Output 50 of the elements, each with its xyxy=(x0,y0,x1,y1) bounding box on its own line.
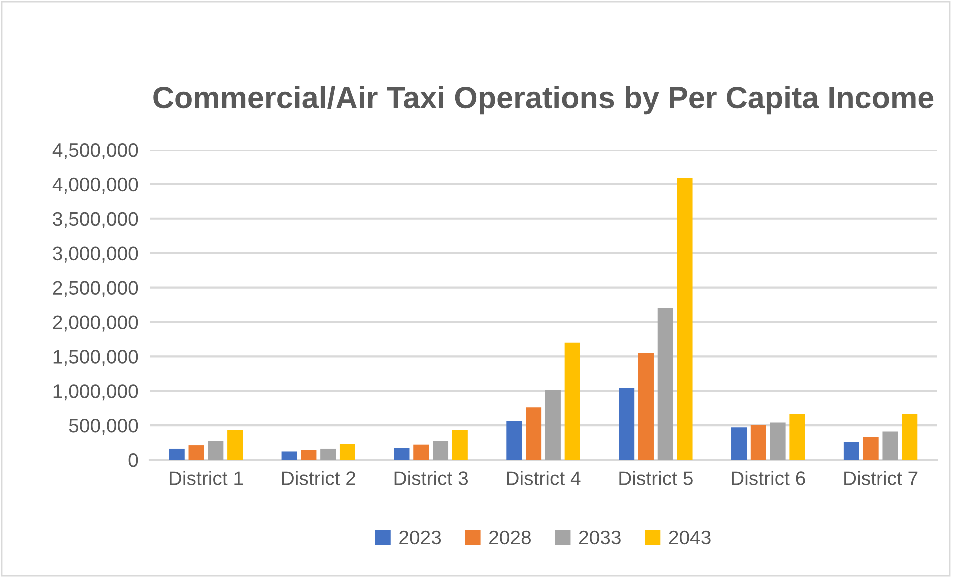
x-tick-label: District 2 xyxy=(282,471,356,486)
x-tick-label: District 5 xyxy=(620,471,693,486)
bar xyxy=(863,437,879,460)
y-tick-label: 3,000,000 xyxy=(53,246,138,263)
legend-label: 2028 xyxy=(490,530,531,545)
x-tick-label: District 4 xyxy=(507,471,581,486)
bar xyxy=(619,388,635,460)
bar xyxy=(526,408,542,460)
bar xyxy=(750,426,766,460)
bar xyxy=(394,448,410,460)
x-tick-label: District 6 xyxy=(732,471,806,486)
bar xyxy=(545,390,561,460)
bar xyxy=(188,446,204,460)
y-tick-label: 4,000,000 xyxy=(52,178,138,194)
bar xyxy=(340,444,356,460)
bar xyxy=(169,448,185,460)
y-tick-label: 1,000,000 xyxy=(54,384,138,401)
bar xyxy=(882,432,898,460)
bar xyxy=(506,421,522,460)
bar xyxy=(414,444,430,460)
y-tick-label: 4,500,000 xyxy=(52,143,138,160)
x-tick-label: District 3 xyxy=(394,471,468,486)
y-tick-label: 2,000,000 xyxy=(53,316,138,332)
bar xyxy=(564,342,580,460)
legend-label: 2043 xyxy=(669,530,711,545)
bar xyxy=(301,450,317,460)
x-tick-label: District 1 xyxy=(170,471,244,486)
y-tick-label: 0 xyxy=(128,453,138,468)
bar xyxy=(770,422,786,460)
bar xyxy=(282,452,298,460)
bar xyxy=(320,448,336,460)
y-tick-label: 3,500,000 xyxy=(53,212,138,228)
bar xyxy=(902,414,918,460)
y-tick-label: 1,500,000 xyxy=(54,350,138,366)
legend-label: 2033 xyxy=(579,530,621,545)
legend-label: 2023 xyxy=(400,530,442,545)
bar xyxy=(844,442,860,460)
y-tick-label: 2,500,000 xyxy=(53,281,138,298)
x-tick-label: District 7 xyxy=(844,471,918,486)
bar xyxy=(638,353,654,460)
bar xyxy=(658,308,674,460)
bar xyxy=(677,178,693,460)
bar xyxy=(228,430,244,460)
bar xyxy=(433,441,449,460)
bar xyxy=(452,430,468,460)
y-tick-label: 500,000 xyxy=(69,419,138,436)
chart-title: Commercial/Air Taxi Operations by Per Capita Income xyxy=(154,86,934,115)
bar xyxy=(208,441,224,460)
bar xyxy=(732,428,748,460)
bar xyxy=(790,414,806,460)
